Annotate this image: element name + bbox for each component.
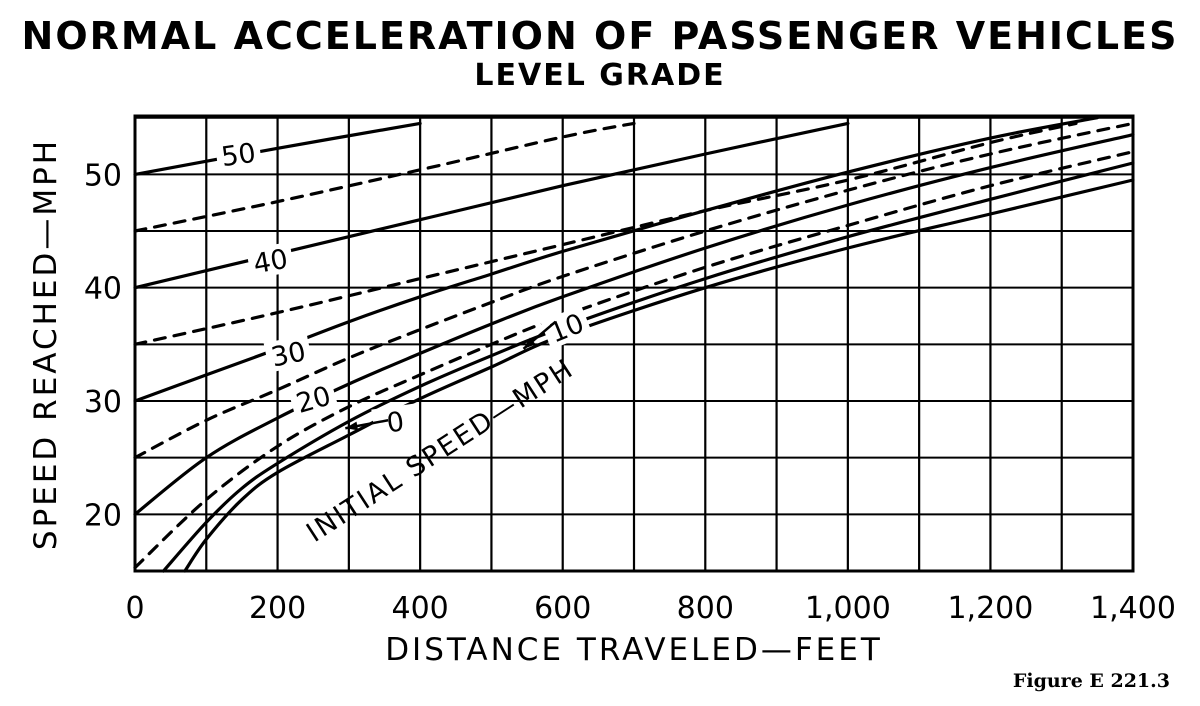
curve-label-40: 40 — [251, 244, 290, 280]
curve-label-background — [540, 305, 593, 350]
legend-title-initial-speed: INITIAL SPEED—MPH — [301, 353, 579, 549]
x-tick-label: 200 — [249, 591, 306, 626]
y-tick-label: 40 — [84, 272, 122, 307]
curve-label-background — [287, 378, 339, 420]
x-axis-label: DISTANCE TRAVELED—FEET — [385, 632, 883, 668]
curve-label-background — [263, 334, 313, 373]
figure-caption: Figure E 221.3 — [1012, 670, 1170, 692]
curve-label-30: 30 — [269, 336, 309, 373]
y-tick-label: 30 — [84, 385, 122, 420]
chart-subtitle: LEVEL GRADE — [474, 58, 726, 93]
y-tick-label: 50 — [84, 158, 122, 193]
y-axis-label: SPEED REACHED—MPH — [28, 138, 64, 550]
x-tick-label: 1,400 — [1090, 591, 1176, 626]
x-tick-label: 1,000 — [805, 591, 891, 626]
series-line-20-mph — [133, 133, 1135, 516]
x-tick-label: 800 — [677, 591, 734, 626]
series-line-25-mph — [133, 121, 1135, 460]
series-line-0-mph — [183, 178, 1135, 573]
arrow-head-0 — [345, 421, 359, 431]
curve-label-background — [246, 241, 295, 280]
series-line-50-mph — [133, 121, 422, 176]
chart-title: NORMAL ACCELERATION OF PASSENGER VEHICLE… — [21, 14, 1179, 58]
plot-frame — [133, 114, 1135, 573]
series-line-5-mph — [161, 161, 1135, 573]
arrow-head-10 — [523, 337, 536, 349]
series-line-45-mph — [133, 121, 636, 233]
x-tick-label: 600 — [534, 591, 591, 626]
curve-label-background — [371, 403, 420, 440]
x-tick-label: 400 — [392, 591, 449, 626]
curve-label-background — [214, 136, 263, 172]
x-tick-label: 0 — [125, 591, 144, 626]
curve-label-0: 0 — [385, 406, 406, 439]
series-line-10-mph — [133, 150, 1135, 570]
y-tick-label: 20 — [84, 498, 122, 533]
curve-label-50: 50 — [219, 138, 257, 173]
x-tick-label: 1,200 — [947, 591, 1033, 626]
series-lines — [133, 116, 1135, 573]
